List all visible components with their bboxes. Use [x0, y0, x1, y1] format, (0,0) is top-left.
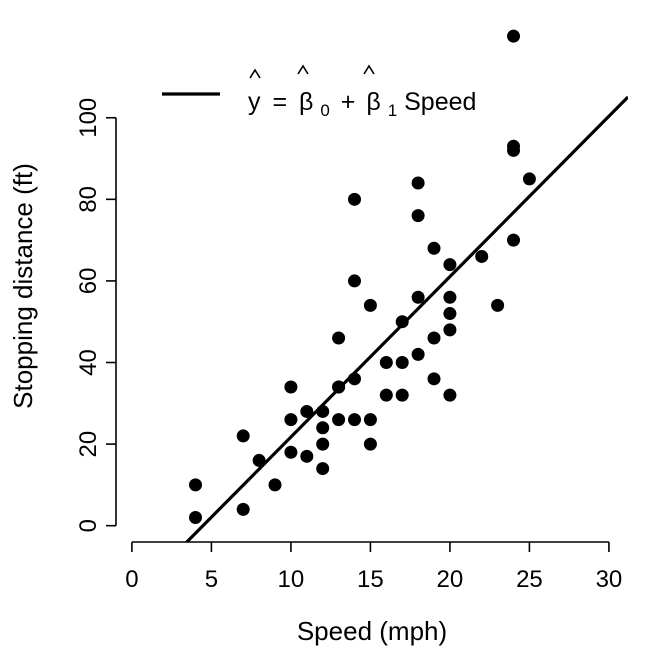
data-point	[427, 372, 441, 386]
data-point	[252, 453, 266, 467]
data-point	[348, 413, 362, 427]
data-point	[189, 478, 203, 492]
data-point	[268, 478, 282, 492]
legend-subscript-0: 0	[320, 101, 329, 120]
data-point	[411, 176, 425, 190]
legend-beta0: β	[299, 88, 313, 116]
data-point	[379, 356, 393, 370]
x-tick-label: 0	[125, 566, 138, 593]
data-point	[284, 380, 298, 394]
data-point	[300, 449, 314, 463]
legend-hat-beta1	[363, 64, 375, 75]
data-point	[236, 429, 250, 443]
y-tick-label: 40	[75, 349, 102, 376]
data-point	[348, 372, 362, 386]
data-point	[189, 511, 203, 525]
data-point	[443, 307, 457, 321]
legend-hat-beta0	[297, 64, 309, 75]
data-point	[363, 437, 377, 451]
y-tick-label: 80	[75, 186, 102, 213]
data-point	[507, 233, 521, 247]
legend-speed-term: Speed	[404, 88, 476, 116]
y-tick-label: 0	[75, 519, 102, 532]
data-point	[411, 347, 425, 361]
data-point	[443, 290, 457, 304]
data-point	[348, 192, 362, 206]
data-point	[395, 388, 409, 402]
data-point	[363, 298, 377, 312]
y-tick-label: 60	[75, 268, 102, 295]
data-point	[236, 502, 250, 516]
y-tick-label: 100	[75, 98, 102, 138]
x-tick-label: 5	[205, 566, 218, 593]
legend-plus: +	[341, 88, 356, 116]
data-point	[316, 462, 330, 476]
data-point	[522, 172, 536, 186]
data-point	[348, 274, 362, 288]
x-axis-title: Speed (mph)	[297, 616, 447, 646]
data-point	[443, 323, 457, 337]
data-point	[427, 331, 441, 345]
data-point	[507, 29, 521, 43]
data-point	[284, 413, 298, 427]
legend-y-hat: y	[248, 88, 261, 116]
data-point	[316, 437, 330, 451]
data-point	[475, 249, 489, 263]
data-point	[363, 413, 377, 427]
data-point	[316, 421, 330, 435]
data-point	[411, 209, 425, 223]
data-point	[395, 315, 409, 329]
x-tick-label: 15	[357, 566, 384, 593]
data-point	[443, 258, 457, 272]
data-point	[379, 388, 393, 402]
data-point	[443, 388, 457, 402]
x-tick-label: 25	[516, 566, 543, 593]
x-axis-ticks: 0 5 10 15 20 25 30	[125, 542, 622, 593]
y-axis-title: Stopping distance (ft)	[8, 163, 38, 409]
y-axis-ticks: 0 20 40 60 80 100	[75, 98, 116, 532]
legend: y = β 0 + β 1 Speed	[162, 64, 476, 122]
legend-beta1: β	[366, 88, 380, 116]
data-point	[491, 298, 505, 312]
data-point	[395, 356, 409, 370]
legend-subscript-1: 1	[388, 101, 397, 120]
data-point	[300, 404, 314, 418]
y-tick-label: 20	[75, 431, 102, 458]
x-tick-label: 20	[437, 566, 464, 593]
data-point	[507, 139, 521, 153]
data-point	[316, 404, 330, 418]
data-point	[284, 445, 298, 459]
regression-line	[184, 95, 628, 542]
legend-equals: =	[272, 88, 287, 116]
data-point	[332, 380, 346, 394]
legend-hat-y	[249, 68, 261, 79]
data-points	[189, 29, 536, 525]
data-point	[332, 413, 346, 427]
data-point	[332, 331, 346, 345]
x-tick-label: 30	[596, 566, 623, 593]
data-point	[427, 241, 441, 255]
data-point	[411, 290, 425, 304]
legend-equation: y = β 0 + β 1 Speed	[248, 88, 476, 122]
x-tick-label: 10	[278, 566, 305, 593]
